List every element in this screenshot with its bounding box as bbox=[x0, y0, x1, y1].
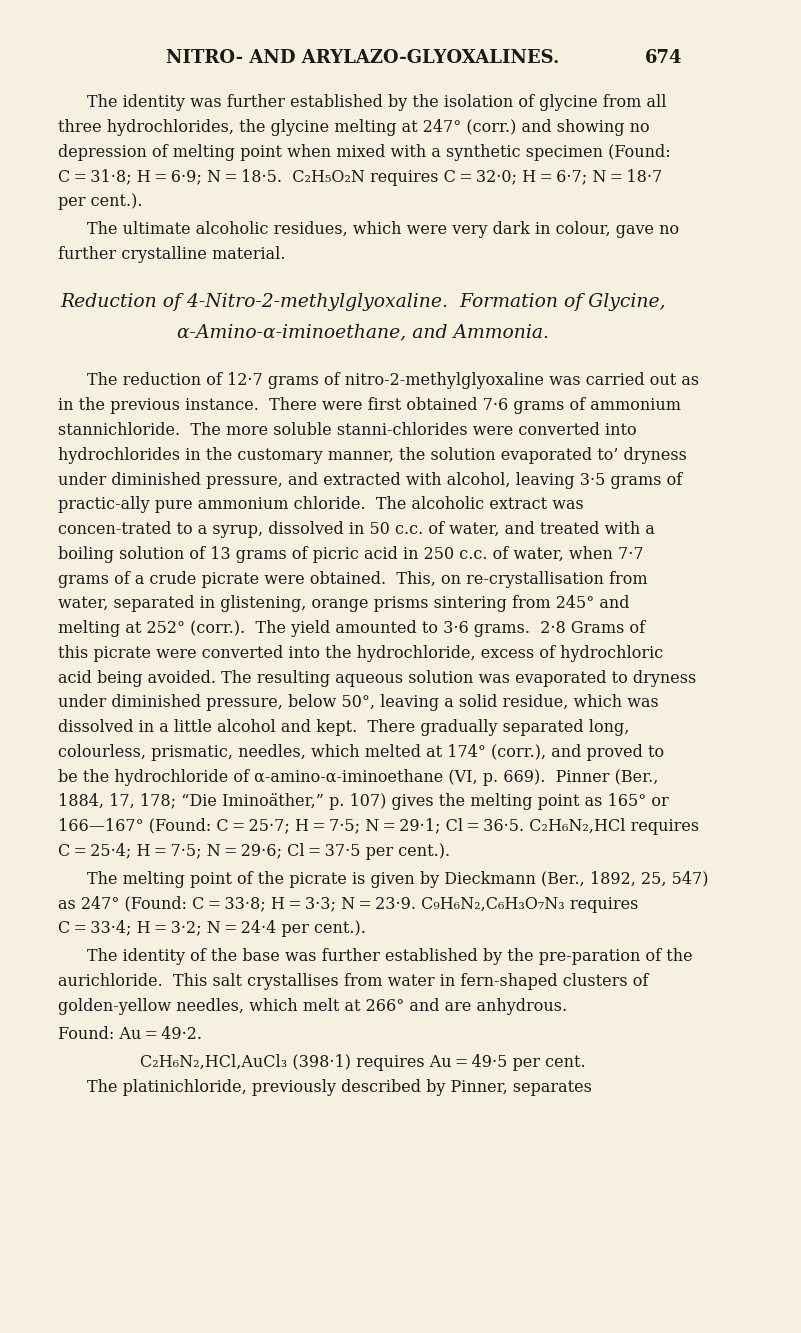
Text: 1884, 17, 178; “Die Iminoäther,” p. 107) gives the melting point as 165° or: 1884, 17, 178; “Die Iminoäther,” p. 107… bbox=[58, 793, 669, 810]
Text: concen­trated to a syrup, dissolved in 50 c.c. of water, and treated with a: concen­trated to a syrup, dissolved in 5… bbox=[58, 521, 655, 539]
Text: C = 25·4; H = 7·5; N = 29·6; Cl = 37·5 per cent.).: C = 25·4; H = 7·5; N = 29·6; Cl = 37·5 p… bbox=[58, 842, 450, 860]
Text: The ultimate alcoholic residues, which were very dark in colour, gave no: The ultimate alcoholic residues, which w… bbox=[87, 221, 679, 239]
Text: per cent.).: per cent.). bbox=[58, 193, 143, 211]
Text: The identity of the base was further established by the pre-paration of the: The identity of the base was further est… bbox=[87, 948, 693, 965]
Text: stannichloride.  The more soluble stanni-chlorides were converted into: stannichloride. The more soluble stanni-… bbox=[58, 423, 637, 439]
Text: depression of melting point when mixed with a synthetic specimen (Found:: depression of melting point when mixed w… bbox=[58, 144, 670, 161]
Text: boiling solution of 13 grams of picric acid in 250 c.c. of water, when 7·7: boiling solution of 13 grams of picric a… bbox=[58, 545, 644, 563]
Text: in the previous instance.  There were first obtained 7·6 grams of ammonium: in the previous instance. There were fir… bbox=[58, 397, 681, 415]
Text: colourless, prismatic, needles, which melted at 174° (corr.), and proved to: colourless, prismatic, needles, which me… bbox=[58, 744, 664, 761]
Text: practic-ally pure ammonium chloride.  The alcoholic extract was: practic-ally pure ammonium chloride. The… bbox=[58, 496, 584, 513]
Text: 166—167° (Found: C = 25·7; H = 7·5; N = 29·1; Cl = 36·5. C₂H₆N₂,HCl requires: 166—167° (Found: C = 25·7; H = 7·5; N = … bbox=[58, 818, 699, 834]
Text: hydrochlorides in the customary manner, the solution evaporated to’ dryness: hydrochlorides in the customary manner, … bbox=[58, 447, 687, 464]
Text: NITRO- AND ARYLAZO-GLYOXALINES.: NITRO- AND ARYLAZO-GLYOXALINES. bbox=[166, 49, 560, 68]
Text: α-Amino-α-iminoethane, and Ammonia.: α-Amino-α-iminoethane, and Ammonia. bbox=[177, 324, 549, 341]
Text: C = 31·8; H = 6·9; N = 18·5.  C₂H₅O₂N requires C = 32·0; H = 6·7; N = 18·7: C = 31·8; H = 6·9; N = 18·5. C₂H₅O₂N req… bbox=[58, 169, 662, 185]
Text: be the hydrochloride of α-amino-α-iminoethane (VI, p. 669).  Pinner (Ber.,: be the hydrochloride of α-amino-α-iminoe… bbox=[58, 769, 658, 785]
Text: grams of a crude picrate were obtained.  This, on re-crystallisation from: grams of a crude picrate were obtained. … bbox=[58, 571, 648, 588]
Text: melting at 252° (corr.).  The yield amounted to 3·6 grams.  2·8 Grams of: melting at 252° (corr.). The yield amoun… bbox=[58, 620, 645, 637]
Text: water, separated in glistening, orange prisms sintering from 245° and: water, separated in glistening, orange p… bbox=[58, 596, 630, 612]
Text: acid being avoided. The resulting aqueous solution was evaporated to dryness: acid being avoided. The resulting aqueou… bbox=[58, 669, 696, 686]
Text: three hydrochlorides, the glycine melting at 247° (corr.) and showing no: three hydrochlorides, the glycine meltin… bbox=[58, 119, 650, 136]
Text: Found: Au = 49·2.: Found: Au = 49·2. bbox=[58, 1026, 202, 1042]
Text: Reduction of 4-Nitro-2-methylglyoxaline.  Formation of Glycine,: Reduction of 4-Nitro-2-methylglyoxaline.… bbox=[60, 293, 666, 312]
Text: this picrate were converted into the hydrochloride, excess of hydrochloric: this picrate were converted into the hyd… bbox=[58, 645, 663, 661]
Text: 674: 674 bbox=[645, 49, 682, 68]
Text: The platinichloride, previously described by Pinner, separates: The platinichloride, previously describe… bbox=[87, 1080, 592, 1096]
Text: golden-yellow needles, which melt at 266° and are anhydrous.: golden-yellow needles, which melt at 266… bbox=[58, 998, 567, 1014]
Text: as 247° (Found: C = 33·8; H = 3·3; N = 23·9. C₉H₆N₂,C₆H₃O₇N₃ requires: as 247° (Found: C = 33·8; H = 3·3; N = 2… bbox=[58, 896, 638, 913]
Text: further crystalline material.: further crystalline material. bbox=[58, 247, 286, 263]
Text: The identity was further established by the isolation of glycine from all: The identity was further established by … bbox=[87, 95, 666, 112]
Text: C₂H₆N₂,HCl,AuCl₃ (398·1) requires Au = 49·5 per cent.: C₂H₆N₂,HCl,AuCl₃ (398·1) requires Au = 4… bbox=[140, 1053, 586, 1070]
Text: C = 33·4; H = 3·2; N = 24·4 per cent.).: C = 33·4; H = 3·2; N = 24·4 per cent.). bbox=[58, 920, 366, 937]
Text: aurichloride.  This salt crystallises from water in fern-shaped clusters of: aurichloride. This salt crystallises fro… bbox=[58, 973, 649, 990]
Text: The melting point of the picrate is given by Dieckmann (Ber., 1892, 25, 547): The melting point of the picrate is give… bbox=[87, 870, 709, 888]
Text: under diminished pressure, and extracted with alcohol, leaving 3·5 grams of: under diminished pressure, and extracted… bbox=[58, 472, 682, 488]
Text: The reduction of 12·7 grams of nitro-2-methylglyoxaline was carried out as: The reduction of 12·7 grams of nitro-2-m… bbox=[87, 372, 699, 389]
Text: dissolved in a little alcohol and kept.  There gradually separated long,: dissolved in a little alcohol and kept. … bbox=[58, 718, 630, 736]
Text: under diminished pressure, below 50°, leaving a solid residue, which was: under diminished pressure, below 50°, le… bbox=[58, 694, 658, 712]
